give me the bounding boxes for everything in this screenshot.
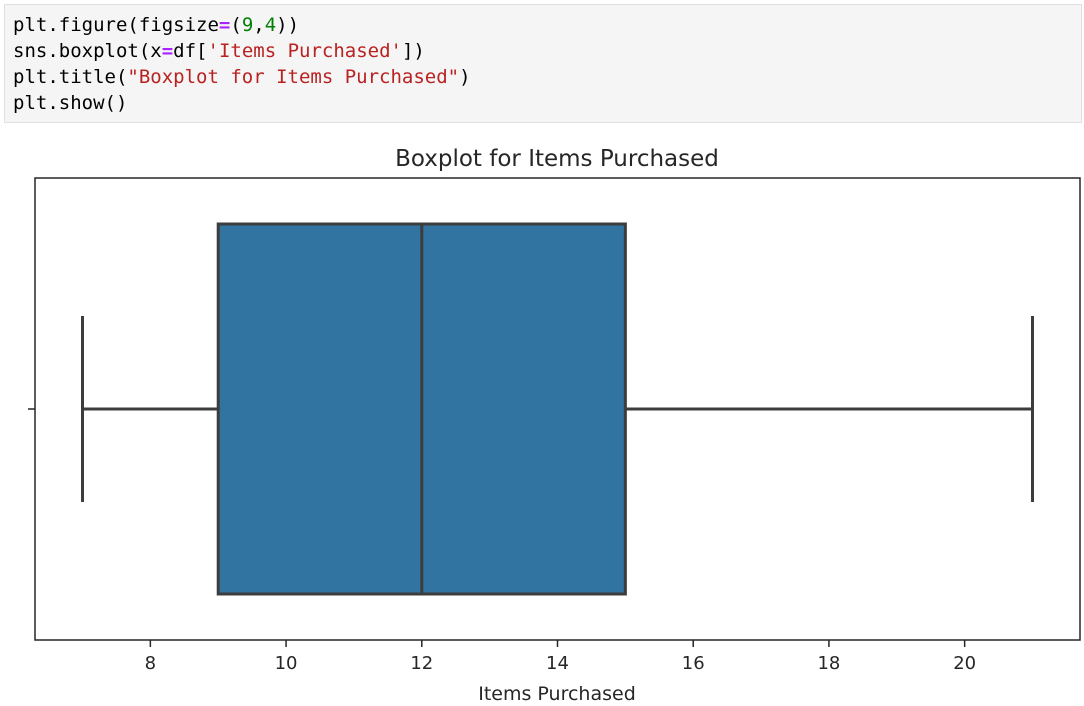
code-token: 9: [241, 14, 254, 36]
code-token: "Boxplot for Items Purchased": [127, 66, 460, 88]
code-token: plt.show(): [13, 92, 128, 114]
code-token: ]): [401, 40, 425, 62]
x-tick-label: 14: [546, 653, 569, 674]
code-token: )): [276, 14, 300, 36]
box-group: [81, 222, 1034, 596]
code-token: (: [230, 14, 242, 36]
code-token: =: [161, 40, 174, 62]
code-token: plt.title(: [13, 66, 128, 88]
code-token: 'Items Purchased': [207, 40, 402, 62]
chart-title: Boxplot for Items Purchased: [395, 146, 719, 172]
x-tick-label: 16: [682, 653, 705, 674]
code-token: sns.boxplot(x: [13, 40, 162, 62]
code-token: ): [459, 66, 471, 88]
code-line: plt.show(): [13, 90, 1081, 116]
code-token: plt.figure(figsize: [13, 14, 219, 36]
code-token: =: [218, 14, 231, 36]
x-tick-label: 12: [410, 653, 433, 674]
code-line: plt.title("Boxplot for Items Purchased"): [13, 64, 1081, 90]
code-cell[interactable]: plt.figure(figsize=(9,4)) sns.boxplot(x=d…: [4, 4, 1082, 123]
code-line: sns.boxplot(x=df['Items Purchased']): [13, 38, 1081, 64]
code-token: df[: [173, 40, 208, 62]
x-axis: 8 10 12 14 16 18 20: [145, 640, 976, 674]
x-tick-label: 18: [817, 653, 840, 674]
code-token: ,: [253, 14, 265, 36]
code-line: plt.figure(figsize=(9,4)): [13, 12, 1081, 38]
code-token: 4: [264, 14, 277, 36]
x-tick-label: 20: [953, 653, 976, 674]
x-axis-label: Items Purchased: [478, 683, 636, 705]
x-tick-label: 10: [275, 653, 298, 674]
boxplot-chart: Boxplot for Items Purchased 8 10 12 14 16 18 2…: [28, 146, 1081, 705]
output-area: Boxplot for Items Purchased 8 10 12 14 16 18 2…: [0, 135, 1084, 706]
x-tick-label: 8: [145, 653, 156, 674]
